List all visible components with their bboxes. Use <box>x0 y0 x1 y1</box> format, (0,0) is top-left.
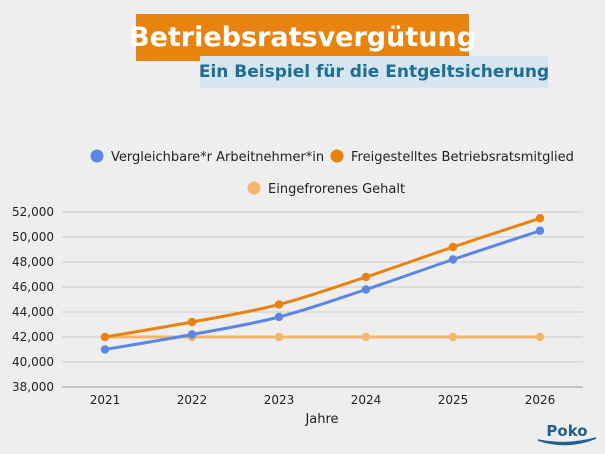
data-point <box>274 332 284 342</box>
data-point <box>100 345 110 354</box>
data-point <box>448 242 458 252</box>
x-axis-label: Jahre <box>304 412 338 427</box>
y-tick-label: 52,000 <box>12 205 54 219</box>
x-tick-label: 2022 <box>177 393 208 407</box>
data-point <box>535 332 545 342</box>
data-point <box>274 312 284 322</box>
legend-label: Eingefrorenes Gehalt <box>268 182 405 197</box>
data-point <box>274 300 284 309</box>
legend-marker <box>247 181 261 195</box>
x-tick-label: 2026 <box>525 393 556 407</box>
y-tick-label: 46,000 <box>12 280 54 294</box>
legend-label: Vergleichbare*r Arbeitnehmer*in <box>111 150 324 165</box>
data-point <box>361 332 371 342</box>
chart-grid <box>62 211 583 388</box>
legend-item: Vergleichbare*r Arbeitnehmer*in <box>90 149 324 165</box>
y-tick-label: 38,000 <box>12 380 54 394</box>
series-line <box>103 216 542 339</box>
data-point <box>535 226 545 235</box>
data-point <box>535 214 545 223</box>
data-point <box>187 330 197 339</box>
legend-item: Eingefrorenes Gehalt <box>247 181 405 197</box>
chart-series <box>100 214 545 354</box>
page-subtitle: Ein Beispiel für die Entgeltsicherung <box>199 56 549 88</box>
legend-marker <box>90 149 104 163</box>
series-line <box>103 229 542 351</box>
data-point <box>361 272 371 282</box>
y-tick-label: 40,000 <box>12 355 54 369</box>
x-axis-ticks: 2021 2022 2023 2024 2025 2026 <box>90 393 556 407</box>
y-tick-label: 42,000 <box>12 330 54 344</box>
legend-label: Freigestelltes Betriebsratsmitglied <box>351 150 574 165</box>
y-tick-label: 50,000 <box>12 230 54 244</box>
x-tick-label: 2025 <box>438 393 469 407</box>
poko-logo: Poko <box>537 422 597 446</box>
series-1 <box>100 214 545 342</box>
y-tick-label: 44,000 <box>12 305 54 319</box>
x-tick-label: 2021 <box>90 393 121 407</box>
data-point <box>448 332 458 342</box>
series-0 <box>100 226 545 354</box>
chart-legend: Vergleichbare*r Arbeitnehmer*in Freigeste… <box>90 149 574 197</box>
page-title: Betriebsratsvergütung <box>129 14 476 61</box>
y-axis-ticks: 38,000 40,000 42,000 44,000 46,000 48,000 50,0… <box>12 205 54 394</box>
data-point <box>361 285 371 294</box>
data-point <box>187 317 197 327</box>
legend-item: Freigestelltes Betriebsratsmitglied <box>330 149 574 165</box>
data-point <box>448 255 458 264</box>
x-tick-label: 2024 <box>351 393 382 407</box>
y-tick-label: 48,000 <box>12 255 54 269</box>
logo-text: Poko <box>546 422 587 440</box>
logo-swoosh <box>537 437 597 446</box>
x-tick-label: 2023 <box>264 393 295 407</box>
legend-marker <box>330 149 344 163</box>
data-point <box>100 332 110 342</box>
